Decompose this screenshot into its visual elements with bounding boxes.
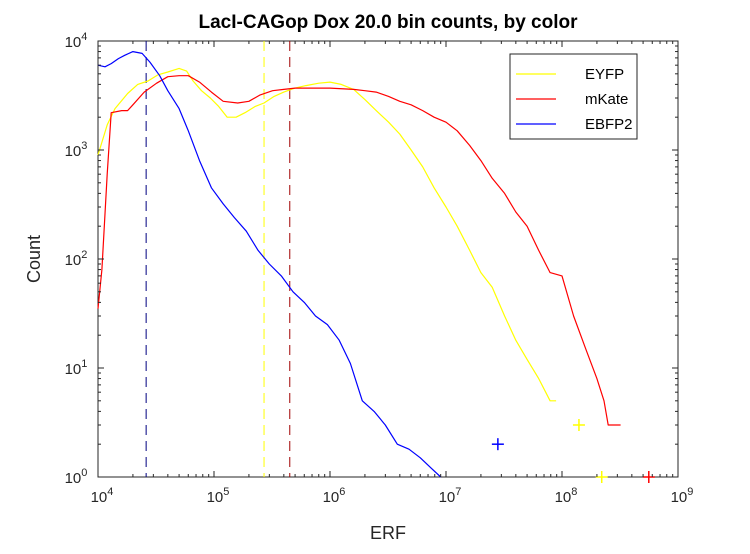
marker-eyfp-0 [572, 418, 585, 431]
x-tick-label-1: 105 [207, 486, 230, 506]
legend: EYFP mKate EBFP2 [509, 53, 638, 140]
legend-entry-mkate: mKate [516, 91, 628, 108]
x-tick-label-2: 106 [323, 486, 346, 506]
y-axis-label: Count [24, 235, 44, 283]
legend-entry-ebfp2: EBFP2 [516, 116, 633, 133]
y-tick-label-4: 104 [65, 31, 88, 51]
y-tick-label-3: 103 [65, 140, 88, 160]
chart-title: LacI-CAGop Dox 20.0 bin counts, by color [199, 12, 579, 33]
legend-box [509, 53, 638, 140]
legend-label: EYFP [585, 66, 624, 83]
x-tick-label-5: 109 [671, 486, 694, 506]
marker-ebfp2-0 [491, 438, 504, 451]
legend-label: EBFP2 [585, 116, 633, 133]
reference-lines [145, 41, 291, 477]
y-tick-label-0: 100 [65, 467, 88, 487]
x-tick-label-3: 107 [439, 486, 462, 506]
legend-label: mKate [585, 91, 628, 108]
y-tick-label-2: 102 [65, 249, 88, 269]
marker-points [491, 418, 655, 483]
series-line-ebfp2 [97, 50, 442, 478]
x-tick-label-0: 104 [91, 486, 114, 506]
x-tick-label-4: 108 [555, 486, 578, 506]
y-tick-label-1: 101 [65, 358, 88, 378]
series-line-mkate [97, 75, 621, 426]
series-line-eyfp [97, 67, 557, 402]
marker-eyfp-1 [595, 471, 608, 483]
axis-ticks: 104 105 106 107 108 109 100 101 102 103 104 [65, 31, 694, 506]
legend-entry-eyfp: EYFP [516, 66, 624, 83]
series-lines [97, 50, 621, 478]
x-axis-label: ERF [370, 523, 406, 543]
marker-mkate-0 [642, 471, 655, 483]
